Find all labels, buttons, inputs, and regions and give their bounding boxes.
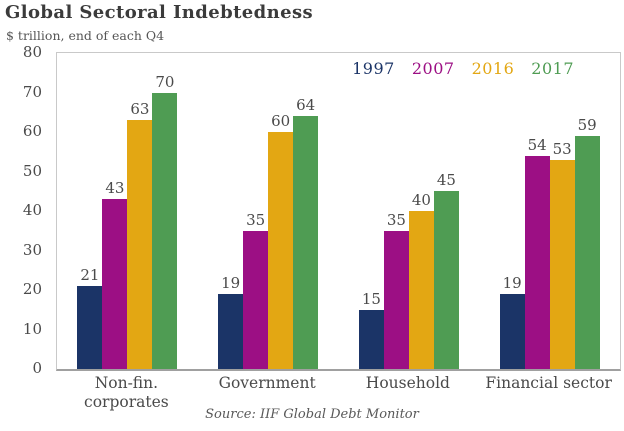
bar-column: 40 <box>408 191 434 369</box>
x-category-label: Government <box>218 374 316 392</box>
bar-column: 45 <box>433 171 459 369</box>
x-category-label: Household <box>365 374 450 392</box>
y-tick-label: 70 <box>22 82 42 101</box>
plot-area: 21 43 63 70 19 35 60 64 15 35 40 45 19 54 53 59 1997 200… <box>56 52 621 371</box>
bar-value-label: 43 <box>105 179 125 198</box>
bar-column: 53 <box>549 139 575 369</box>
bar-2017 <box>152 92 178 369</box>
bar-value-label: 64 <box>296 96 316 115</box>
bar-group: 21 43 63 70 <box>57 53 198 369</box>
bar-value-label: 53 <box>552 139 572 158</box>
y-tick-label: 30 <box>22 240 42 259</box>
bar-column: 64 <box>293 96 319 369</box>
bar-value-label: 19 <box>502 273 522 292</box>
bar-groups-container: 21 43 63 70 19 35 60 64 15 35 40 45 19 54 53 59 <box>57 53 620 369</box>
bar-2017 <box>433 191 459 369</box>
bar-2016 <box>549 159 575 369</box>
bar-2007 <box>383 230 409 369</box>
bar-value-label: 40 <box>411 191 431 209</box>
bar-2016 <box>408 211 434 369</box>
bar-2017 <box>293 116 319 369</box>
bar-column: 60 <box>268 112 294 369</box>
bar-1997 <box>358 309 384 369</box>
chart-title: Global Sectoral Indebtedness <box>5 2 314 23</box>
bar-1997 <box>218 293 244 369</box>
bar-2016 <box>127 120 153 369</box>
bar-value-label: 70 <box>155 72 175 91</box>
y-tick-label: 60 <box>22 122 42 140</box>
bar-value-label: 63 <box>130 100 150 119</box>
bar-column: 21 <box>77 266 103 369</box>
bar-value-label: 35 <box>386 210 406 229</box>
chart-subtitle: $ trillion, end of each Q4 <box>6 28 165 43</box>
bar-1997 <box>77 286 103 369</box>
y-axis: 0 10 20 30 40 50 60 70 80 <box>0 44 42 376</box>
y-tick-label: 40 <box>22 201 42 219</box>
x-category-label: Financial sector <box>485 374 612 392</box>
bar-value-label: 45 <box>436 171 456 190</box>
bar-column: 63 <box>127 100 153 369</box>
bar-column: 54 <box>524 135 550 369</box>
bar-value-label: 35 <box>246 210 266 229</box>
legend-item-1997: 1997 <box>352 59 395 78</box>
y-tick-label: 0 <box>32 359 42 377</box>
source-note: Source: IIF Global Debt Monitor <box>205 407 419 422</box>
bar-group: 19 35 60 64 <box>198 53 339 369</box>
bar-column: 59 <box>574 115 600 369</box>
y-tick-label: 50 <box>22 161 42 180</box>
bar-value-label: 54 <box>527 135 547 154</box>
bar-value-label: 19 <box>221 273 241 292</box>
bar-column: 70 <box>152 72 178 369</box>
legend-item-2007: 2007 <box>411 59 455 78</box>
x-category-label: Non-fin. corporates <box>84 374 169 411</box>
bar-2007 <box>102 199 128 369</box>
y-tick-label: 10 <box>22 319 42 338</box>
bar-1997 <box>499 293 525 369</box>
bar-value-label: 15 <box>361 289 381 308</box>
y-tick-label: 80 <box>22 43 42 61</box>
bar-2016 <box>268 132 294 369</box>
bar-2017 <box>574 135 600 369</box>
bar-2007 <box>524 155 550 369</box>
legend: 1997 2007 2016 2017 <box>352 59 574 78</box>
bar-column: 15 <box>358 289 384 369</box>
bar-value-label: 59 <box>577 115 597 134</box>
bar-column: 19 <box>218 273 244 369</box>
bar-group: 19 54 53 59 <box>479 53 620 369</box>
bar-2007 <box>243 230 269 369</box>
legend-item-2016: 2016 <box>471 59 515 78</box>
bar-column: 35 <box>243 210 269 369</box>
bar-column: 19 <box>499 273 525 369</box>
x-axis-labels: Non-fin. corporates Government Household Fin… <box>56 374 619 412</box>
y-tick-label: 20 <box>22 280 42 298</box>
bar-value-label: 21 <box>80 266 100 285</box>
bar-column: 35 <box>383 210 409 369</box>
legend-item-2017: 2017 <box>531 59 574 78</box>
bar-value-label: 60 <box>271 112 291 130</box>
bar-group: 15 35 40 45 <box>339 53 480 369</box>
bar-column: 43 <box>102 179 128 369</box>
